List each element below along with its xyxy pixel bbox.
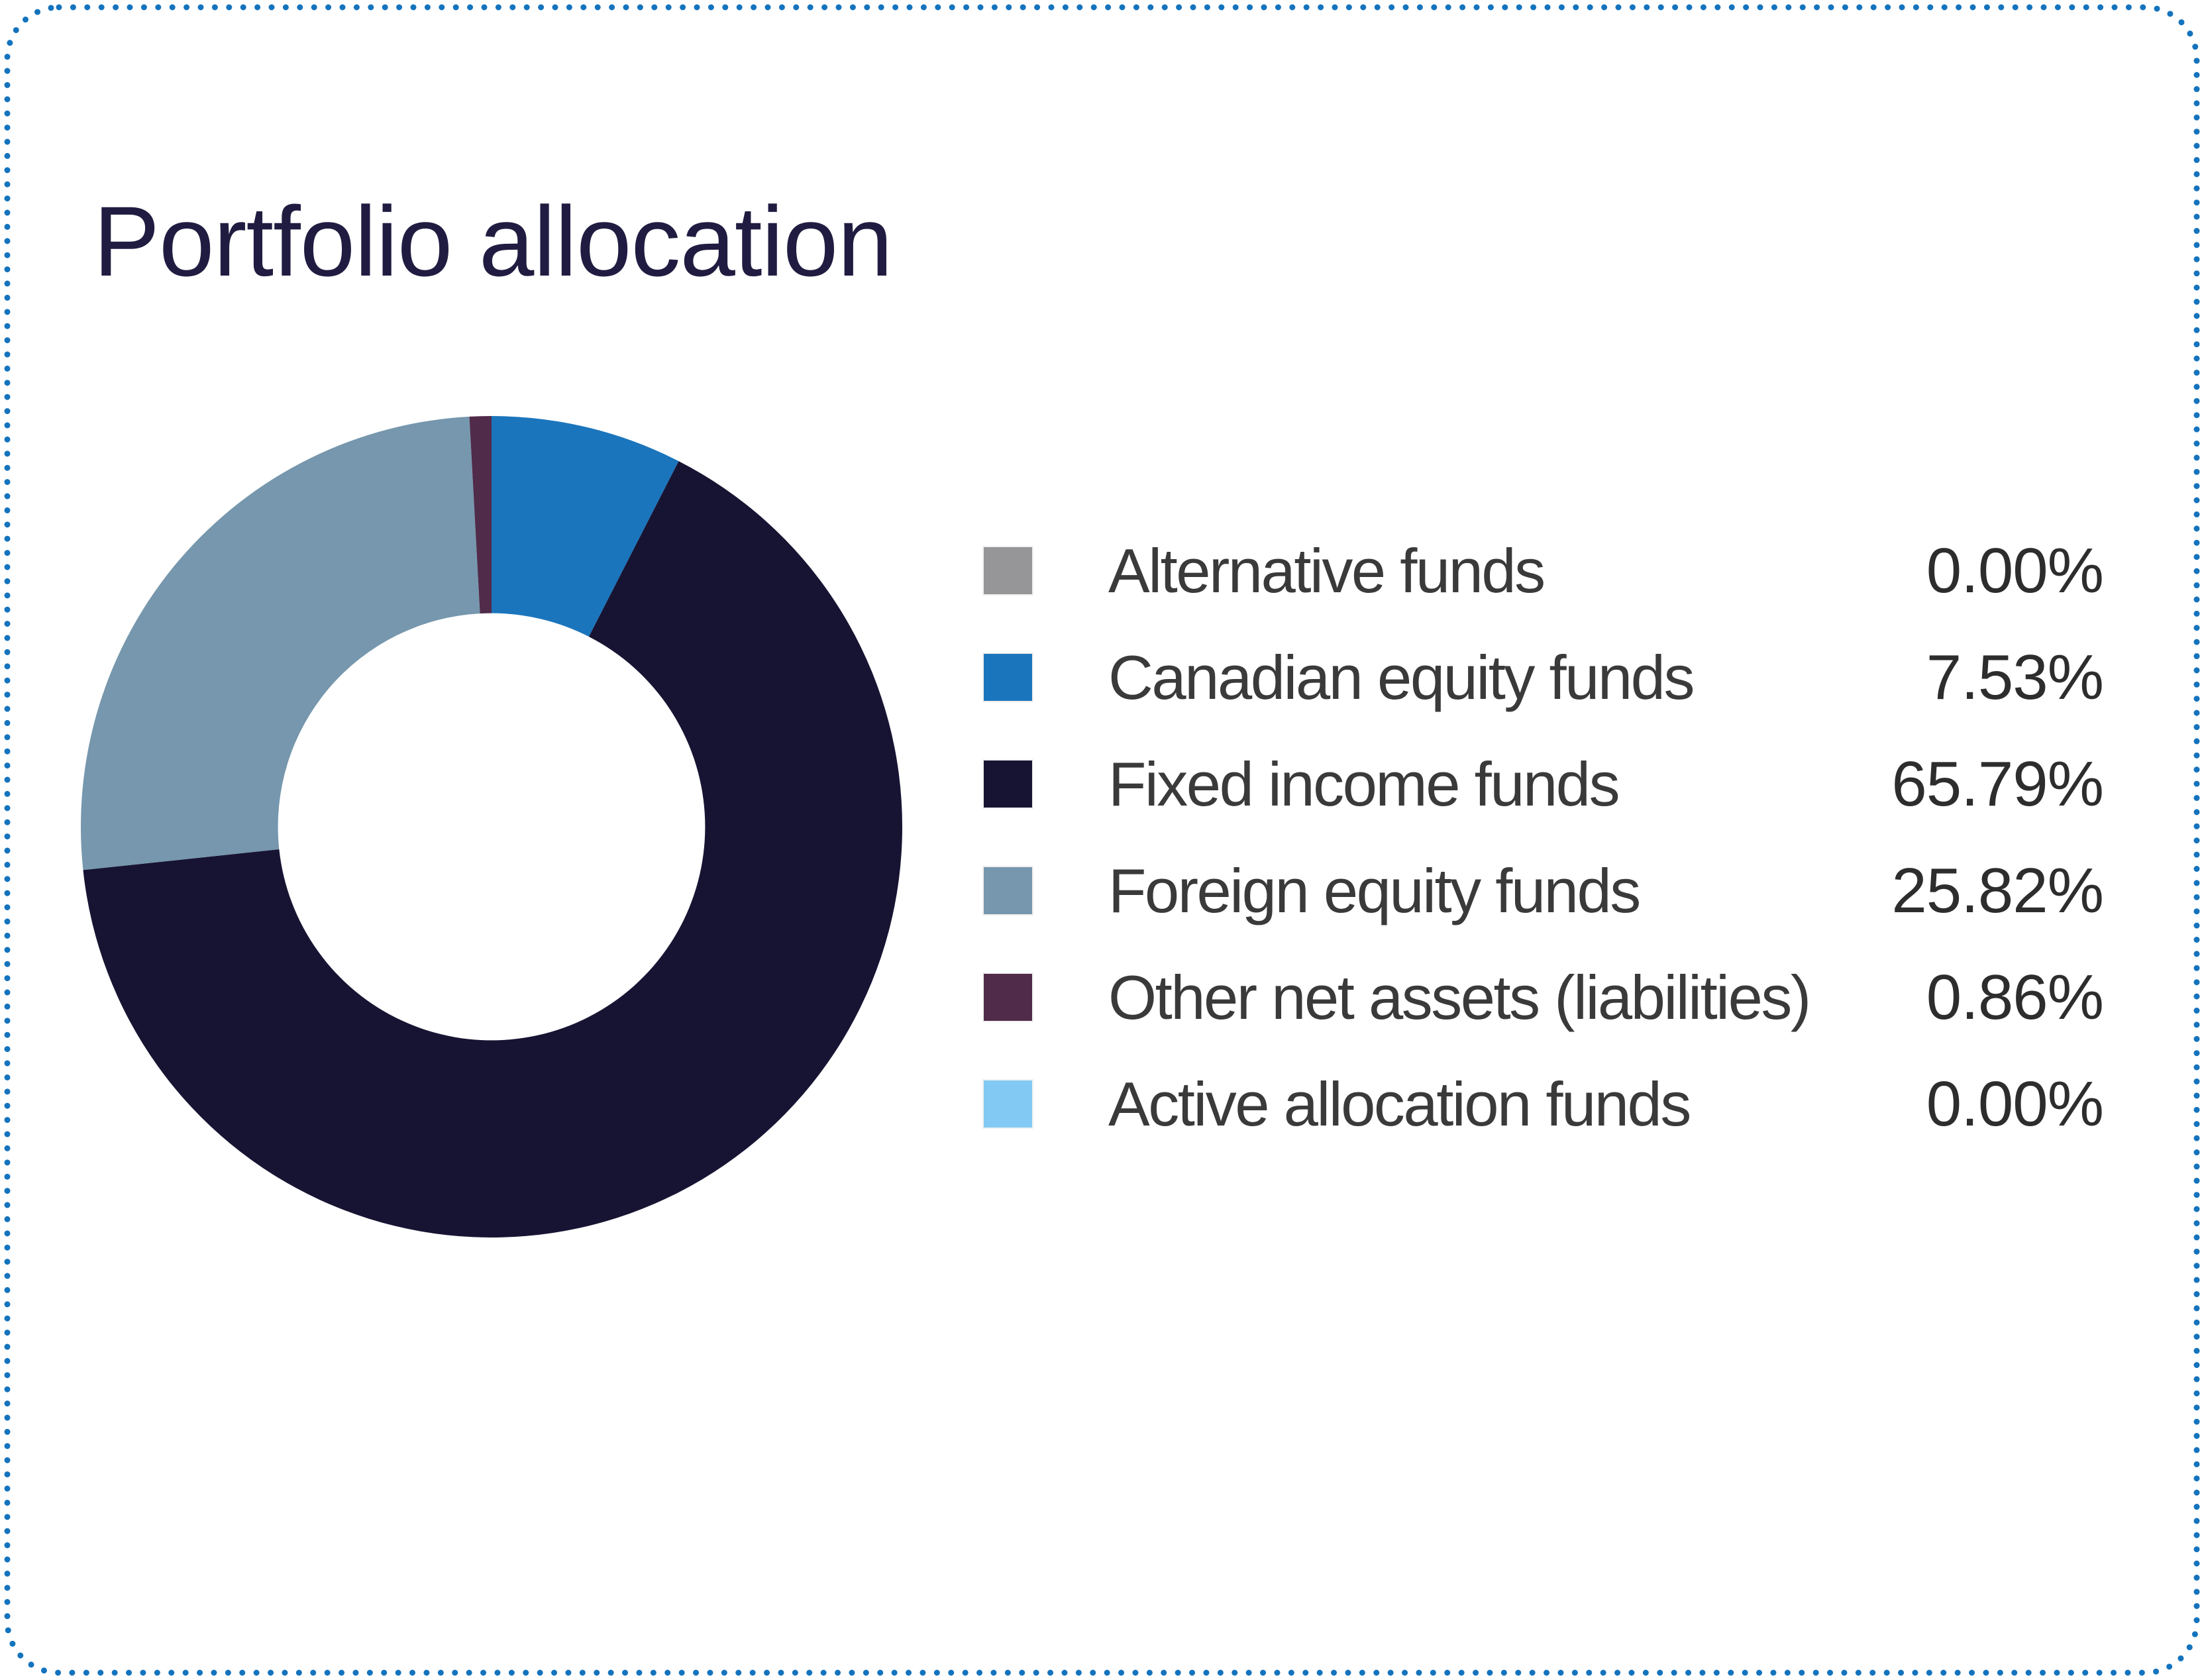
legend-value: 7.53% bbox=[1926, 642, 2104, 713]
legend-label: Active allocation funds bbox=[1108, 1069, 1691, 1139]
legend-label: Canadian equity funds bbox=[1108, 643, 1695, 712]
donut-segment-fixed-income-funds bbox=[83, 461, 902, 1237]
legend-swatch-active-allocation-funds bbox=[984, 1080, 1032, 1128]
legend: Alternative funds 0.00% Canadian equity fu… bbox=[984, 517, 2104, 1157]
donut-segment-other-net-assets-liabilities bbox=[469, 416, 492, 614]
legend-label: Foreign equity funds bbox=[1108, 856, 1641, 925]
legend-value: 0.00% bbox=[1926, 1069, 2104, 1139]
legend-row-foreign-equity-funds: Foreign equity funds 25.82% bbox=[984, 837, 2104, 944]
legend-swatch-other-net-assets-liabilities bbox=[984, 974, 1032, 1021]
legend-row-active-allocation-funds: Active allocation funds 0.00% bbox=[984, 1051, 2104, 1157]
legend-row-canadian-equity-funds: Canadian equity funds 7.53% bbox=[984, 624, 2104, 731]
legend-row-other-net-assets-liabilities: Other net assets (liabilities) 0.86% bbox=[984, 944, 2104, 1051]
legend-swatch-canadian-equity-funds bbox=[984, 654, 1032, 701]
legend-value: 25.82% bbox=[1891, 855, 2104, 926]
donut-chart bbox=[81, 416, 902, 1237]
legend-value: 65.79% bbox=[1891, 749, 2104, 819]
donut-segment-canadian-equity-funds bbox=[492, 416, 679, 637]
legend-swatch-alternative-funds bbox=[984, 547, 1032, 594]
legend-label: Fixed income funds bbox=[1108, 749, 1620, 819]
legend-row-fixed-income-funds: Fixed income funds 65.79% bbox=[984, 731, 2104, 837]
legend-swatch-fixed-income-funds bbox=[984, 761, 1032, 808]
legend-label: Alternative funds bbox=[1108, 536, 1546, 605]
page-title: Portfolio allocation bbox=[93, 185, 893, 297]
donut-segment-foreign-equity-funds bbox=[81, 416, 480, 870]
legend-row-alternative-funds: Alternative funds 0.00% bbox=[984, 517, 2104, 624]
legend-value: 0.86% bbox=[1926, 962, 2104, 1033]
legend-label: Other net assets (liabilities) bbox=[1108, 963, 1811, 1032]
legend-value: 0.00% bbox=[1926, 535, 2104, 606]
legend-swatch-foreign-equity-funds bbox=[984, 867, 1032, 914]
